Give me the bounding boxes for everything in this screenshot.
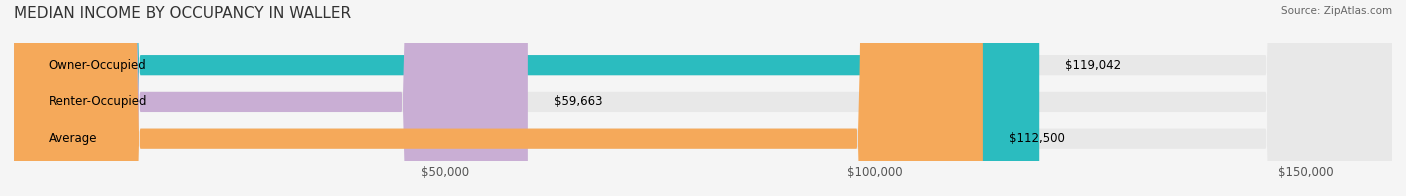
Text: MEDIAN INCOME BY OCCUPANCY IN WALLER: MEDIAN INCOME BY OCCUPANCY IN WALLER — [14, 6, 352, 21]
Text: Source: ZipAtlas.com: Source: ZipAtlas.com — [1281, 6, 1392, 16]
Text: $59,663: $59,663 — [554, 95, 602, 108]
Text: Renter-Occupied: Renter-Occupied — [48, 95, 148, 108]
FancyBboxPatch shape — [14, 0, 1392, 196]
Text: Owner-Occupied: Owner-Occupied — [48, 59, 146, 72]
FancyBboxPatch shape — [14, 0, 1392, 196]
FancyBboxPatch shape — [14, 0, 1039, 196]
Text: Average: Average — [48, 132, 97, 145]
FancyBboxPatch shape — [14, 0, 527, 196]
FancyBboxPatch shape — [14, 0, 983, 196]
FancyBboxPatch shape — [14, 0, 1392, 196]
Text: $112,500: $112,500 — [1008, 132, 1064, 145]
Text: $119,042: $119,042 — [1066, 59, 1121, 72]
